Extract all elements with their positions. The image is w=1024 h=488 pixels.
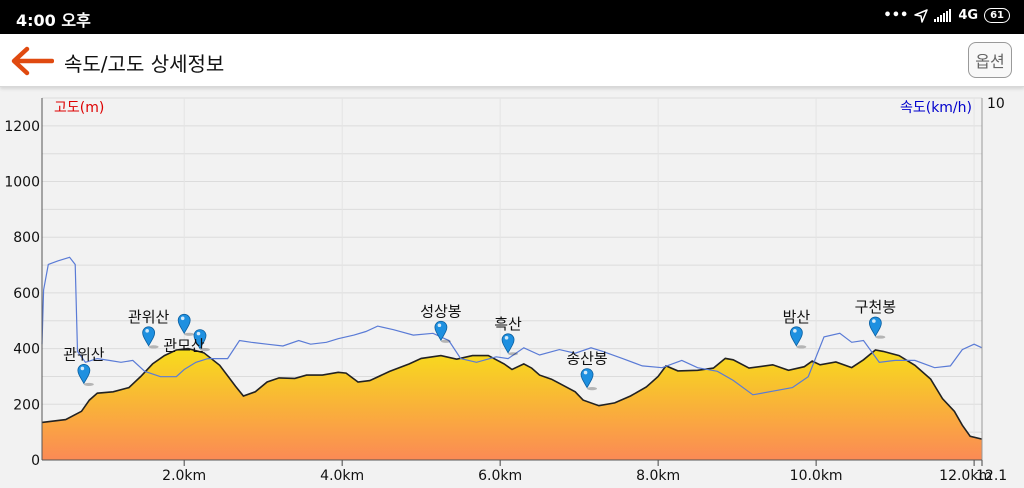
x-tick-label: 10.0km [790,468,843,484]
marker-shadow [148,345,159,349]
left-tick-label: 1200 [4,119,40,135]
back-arrow-icon[interactable] [8,46,54,76]
waypoint-label: 성상봉 [420,302,461,320]
waypoint-marker[interactable]: 관위산 [128,308,170,349]
marker-shadow [440,339,451,343]
waypoint-label: 관모산 [163,337,205,355]
waypoint-marker[interactable]: 밤산 [783,308,811,349]
pin-highlight [504,335,509,340]
x-tick-label: 12.0km [939,468,992,484]
x-tick-label: 12.1 [976,468,1007,484]
waypoint-label: 구천봉 [855,298,896,316]
options-button[interactable]: 옵션 [968,42,1012,78]
map-pin-icon [177,313,191,335]
left-tick-label: 200 [13,397,40,413]
waypoint-marker[interactable]: 구천봉 [855,298,896,339]
left-tick-label: 0 [31,453,40,469]
waypoint-label: 밤산 [783,308,811,326]
map-pin-icon [501,333,515,354]
marker-shadow [83,382,94,387]
x-tick-label: 6.0km [478,468,522,484]
location-arrow-icon [914,8,929,23]
status-icons: ••• 4G 61 [883,8,1010,23]
pin-highlight [145,329,149,333]
marker-shadow [587,387,598,391]
pin-highlight [793,329,797,333]
pin-highlight [80,366,85,371]
page-title: 속도/고도 상세정보 [64,52,225,76]
marker-shadow [199,348,210,352]
right-axis-label: 속도(km/h) [900,100,972,116]
left-axis-label: 고도(m) [54,100,104,116]
waypoint-label: 송산봉 [566,350,607,368]
waypoint-label: 관위산 [63,345,105,363]
pin-highlight [180,316,185,321]
elevation-area [42,348,982,460]
left-tick-label: 800 [13,230,40,246]
waypoint-marker[interactable]: 관위산 [63,345,105,387]
marker-shadow [875,335,886,339]
elevation-line [41,347,983,440]
pin-highlight [872,319,876,323]
left-tick-label: 1000 [4,175,40,191]
waypoint-marker[interactable]: 송산봉 [566,350,608,391]
x-tick-label: 8.0km [636,468,680,484]
status-time: 4:00 오후 [16,11,91,30]
pin-highlight [196,331,201,336]
waypoint-label: 관위산 [128,308,170,326]
battery-level: 61 [990,10,1004,21]
pin-highlight [437,323,442,328]
speed-line [41,256,983,396]
marker-shadow [184,332,195,336]
waypoint-marker[interactable] [177,313,195,336]
notification-dots-icon: ••• [883,8,909,23]
pin-highlight [583,370,588,375]
map-pin-icon [868,316,882,337]
marker-shadow [508,352,519,356]
left-tick-label: 400 [13,342,40,358]
map-pin-icon [789,326,803,347]
waypoint-marker[interactable]: 성상봉 [420,302,462,343]
status-bar: 4:00 오후 ••• 4G 61 [0,0,1024,34]
battery-icon: 61 [984,8,1010,23]
map-pin-icon [142,326,156,347]
x-tick-label: 2.0km [162,468,206,484]
right-tick-label: 10 [987,96,1005,112]
waypoint-label: 흑산 [494,315,522,333]
x-tick-label: 4.0km [320,468,364,484]
app-header: 속도/고도 상세정보 옵션 [0,34,1024,87]
signal-icon [934,9,952,22]
marker-shadow [796,345,807,349]
map-pin-icon [434,320,448,342]
waypoint-marker[interactable]: 흑산 [494,315,522,356]
network-type: 4G [958,8,979,23]
map-pin-icon [77,364,91,385]
map-pin-icon [580,368,594,389]
options-label: 옵션 [975,52,1005,71]
left-tick-label: 600 [13,286,40,302]
waypoint-marker[interactable]: 관모산 [163,329,210,355]
elevation-speed-chart: 0 200 400 600 800 1000 1200 2.0km 4.0km 6.0km 8.0k… [4,96,1007,484]
